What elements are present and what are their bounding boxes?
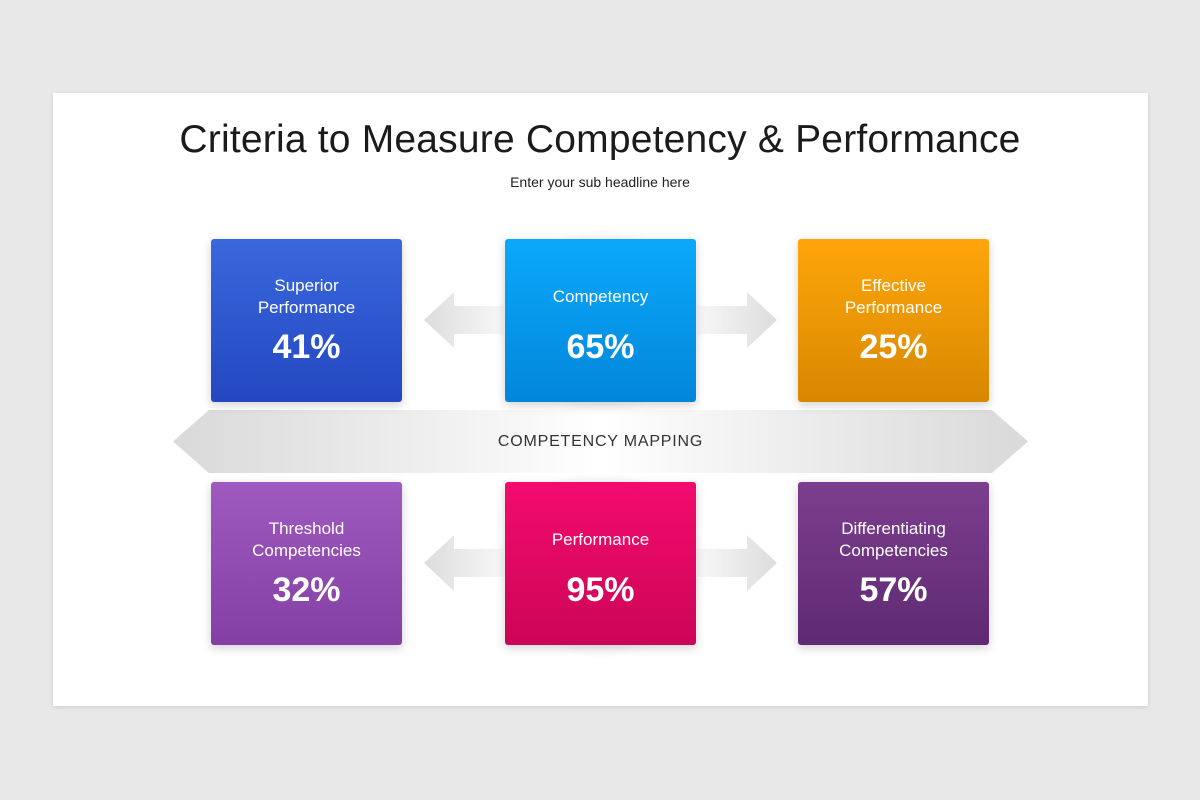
competency-mapping-band: COMPETENCY MAPPING bbox=[173, 410, 1028, 473]
box-differentiating-competencies: Differentiating Competencies 57% bbox=[798, 482, 989, 645]
box-label-line: Competencies bbox=[252, 541, 361, 560]
box-value: 95% bbox=[566, 571, 635, 609]
box-threshold-competencies: Threshold Competencies 32% bbox=[211, 482, 402, 645]
box-performance: Performance 95% bbox=[505, 482, 696, 645]
box-competency: Competency 65% bbox=[505, 239, 696, 402]
box-effective-performance: Effective Performance 25% bbox=[798, 239, 989, 402]
box-label-line: Threshold bbox=[268, 519, 345, 538]
band-label: COMPETENCY MAPPING bbox=[497, 433, 704, 450]
box-label-line: Effective bbox=[861, 276, 926, 295]
box-value: 41% bbox=[272, 328, 341, 366]
box-value: 25% bbox=[859, 328, 928, 366]
slide-subtitle: Enter your sub headline here bbox=[510, 174, 690, 190]
box-label-line: Performance bbox=[844, 298, 943, 317]
box-value: 32% bbox=[272, 571, 341, 609]
box-value: 65% bbox=[566, 328, 635, 366]
box-label-line: Competencies bbox=[839, 541, 948, 560]
box-label-line: Performance bbox=[257, 298, 356, 317]
box-label-line: Superior bbox=[274, 276, 339, 295]
box-label-line: Competency bbox=[552, 287, 649, 306]
box-label-line: Differentiating bbox=[841, 519, 946, 538]
slide-title: Criteria to Measure Competency & Perform… bbox=[179, 118, 1021, 161]
box-label-line: Performance bbox=[551, 530, 650, 549]
box-value: 57% bbox=[859, 571, 928, 609]
box-superior-performance: Superior Performance 41% bbox=[211, 239, 402, 402]
